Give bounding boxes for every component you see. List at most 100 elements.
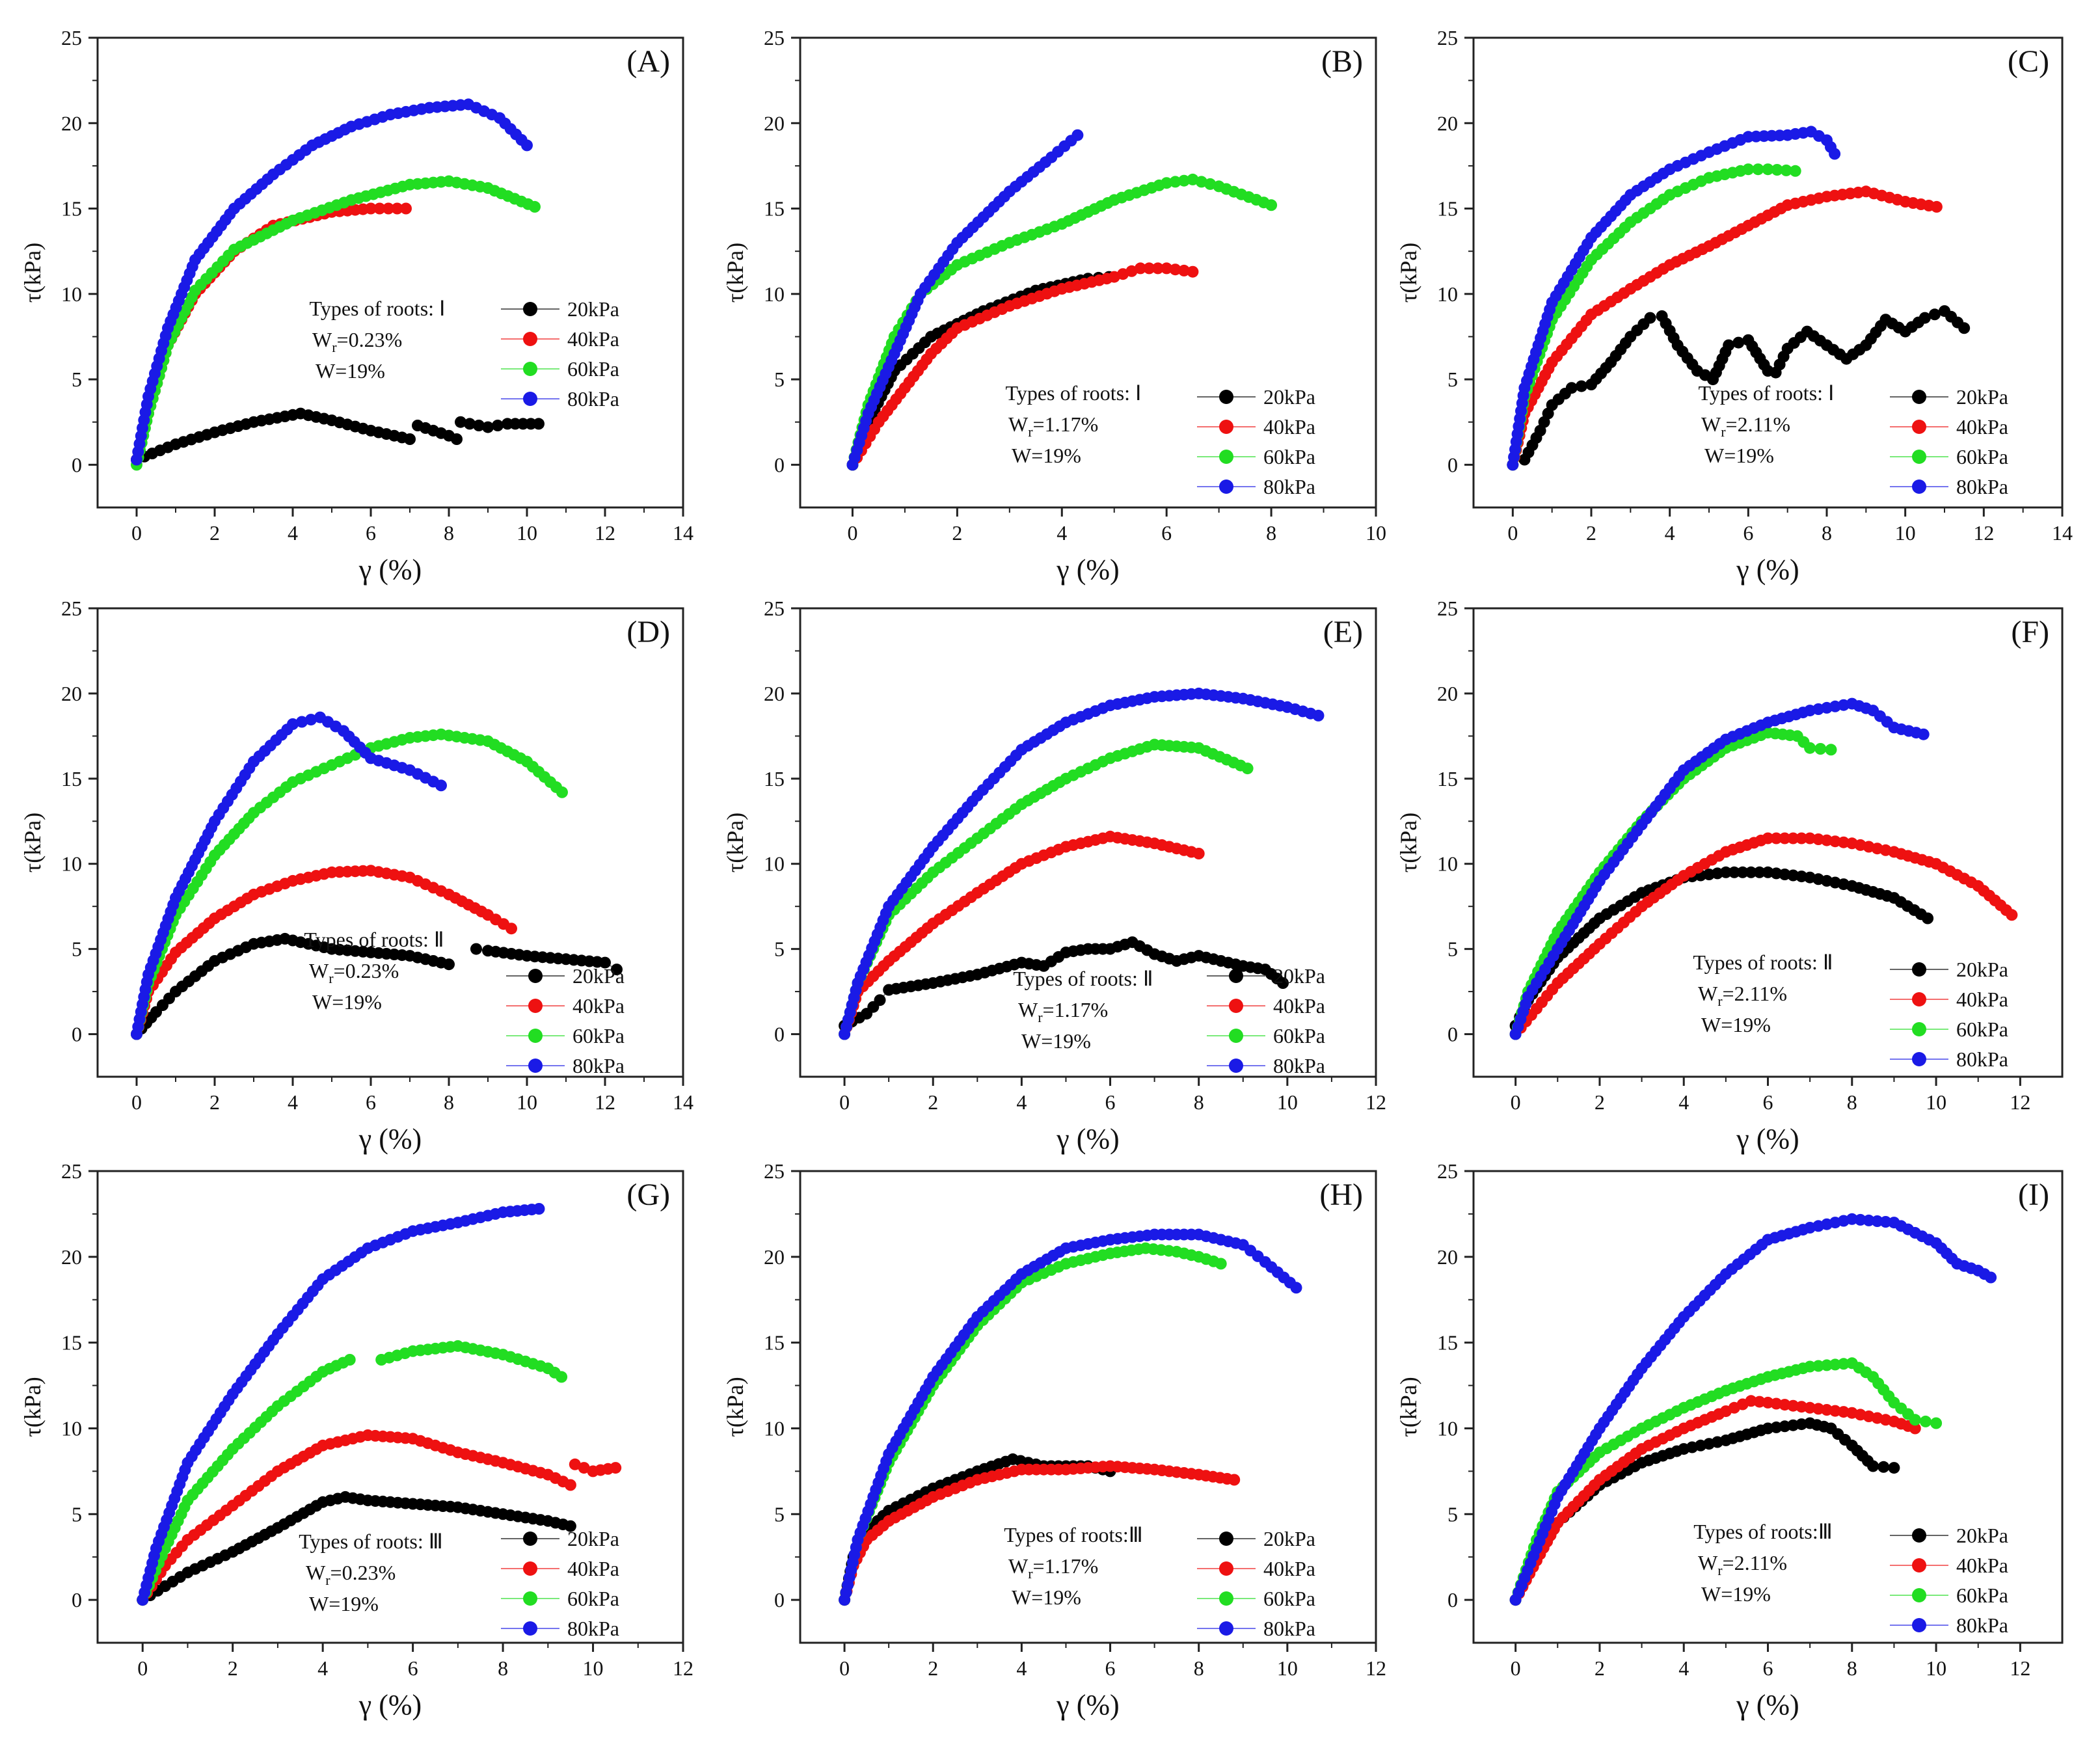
y-tick-label: 5	[1447, 1502, 1458, 1526]
y-tick-label: 5	[72, 1502, 82, 1526]
data-point	[1732, 336, 1745, 349]
data-point	[1723, 339, 1735, 351]
x-tick-label: 6	[408, 1656, 418, 1680]
legend-marker	[1912, 992, 1926, 1006]
annotation-water-content: W=19%	[1021, 1029, 1091, 1053]
x-tick-label: 12	[673, 1656, 693, 1680]
data-point	[505, 923, 517, 935]
x-tick-label: 6	[1161, 521, 1172, 545]
legend-label: 40kPa	[1263, 1557, 1315, 1580]
y-tick-label: 15	[1437, 1331, 1458, 1355]
legend-marker	[1912, 1052, 1926, 1066]
x-tick-label: 10	[1895, 521, 1916, 545]
annotation-water-content: W=19%	[312, 990, 382, 1014]
x-tick-label: 2	[1595, 1656, 1605, 1680]
data-point	[435, 779, 447, 792]
data-point	[1829, 148, 1841, 160]
y-tick-label: 15	[764, 197, 785, 221]
data-point	[1161, 262, 1173, 275]
y-tick-label: 15	[61, 767, 82, 790]
data-point	[1736, 866, 1749, 878]
data-point	[1192, 848, 1205, 859]
y-tick-label: 25	[61, 1159, 82, 1183]
x-axis-title: γ (%)	[1056, 554, 1119, 586]
y-tick-label: 25	[61, 597, 82, 620]
x-tick-label: 10	[583, 1656, 604, 1680]
annotation-root-type: Types of roots: Ⅱ	[304, 928, 444, 951]
series-80kPa	[846, 129, 1084, 471]
annotation-water-content: W=19%	[316, 359, 385, 383]
data-point	[578, 1462, 590, 1474]
y-tick-label: 25	[764, 1159, 785, 1183]
legend-marker	[523, 392, 537, 406]
data-point	[1922, 912, 1934, 924]
legend-label: 20kPa	[1956, 1524, 2008, 1547]
y-tick-label: 20	[61, 682, 82, 705]
legend-label: 80kPa	[567, 1617, 619, 1640]
y-tick-label: 25	[1437, 1159, 1458, 1183]
data-point	[1312, 709, 1325, 722]
y-axis-title: τ(kPa)	[722, 243, 748, 303]
data-point	[455, 416, 466, 428]
y-tick-label: 10	[1437, 282, 1458, 306]
x-tick-label: 10	[517, 521, 537, 545]
y-axis-title: τ(kPa)	[722, 1377, 748, 1437]
y-tick-label: 5	[72, 368, 82, 391]
data-point	[1917, 728, 1930, 740]
annotation-water-content: W=19%	[1704, 444, 1774, 467]
x-tick-label: 8	[1266, 521, 1276, 545]
legend-marker	[1229, 1059, 1243, 1073]
legend-label: 60kPa	[567, 1587, 619, 1610]
annotation-root-type: Types of roots: Ⅱ	[1693, 951, 1833, 974]
y-axis-title: τ(kPa)	[20, 243, 46, 303]
x-tick-label: 12	[1973, 521, 1994, 545]
data-point	[1178, 174, 1190, 187]
data-point	[1928, 308, 1941, 321]
plot-frame	[799, 1170, 1377, 1644]
legend-label: 60kPa	[1956, 1584, 2008, 1607]
y-tick-label: 10	[61, 852, 82, 876]
x-tick-label: 8	[498, 1656, 508, 1680]
x-tick-label: 12	[2010, 1090, 2030, 1114]
plot-frame	[799, 36, 1377, 509]
y-tick-label: 10	[764, 1416, 785, 1440]
data-point	[1985, 1271, 1997, 1284]
annotation-root-type: Types of roots: Ⅰ	[1699, 381, 1835, 405]
x-axis-title: γ (%)	[358, 1123, 422, 1155]
y-axis-title: τ(kPa)	[20, 1377, 46, 1437]
y-tick-label: 25	[764, 597, 785, 620]
y-tick-label: 10	[61, 282, 82, 306]
data-point	[529, 200, 541, 213]
panel-C: 0 2 4 6 8 10 12 14 0 5 10 15 20 25 γ (%) τ(kPa) (C) Types…	[1395, 26, 2073, 586]
y-tick-label: 20	[1437, 1245, 1458, 1269]
data-point	[1825, 744, 1837, 756]
x-tick-label: 12	[2010, 1656, 2030, 1680]
y-tick-label: 10	[764, 282, 785, 306]
panel-D: 0 2 4 6 8 10 12 14 0 5 10 15 20 25 γ (%) τ(kPa) (D) Types…	[20, 597, 693, 1155]
series-20kPa	[137, 1491, 576, 1606]
y-axis-title: τ(kPa)	[722, 813, 748, 872]
x-axis-title: γ (%)	[358, 1689, 422, 1721]
legend-label: 40kPa	[1956, 988, 2008, 1011]
x-tick-label: 8	[1194, 1656, 1204, 1680]
x-tick-label: 6	[1105, 1656, 1116, 1680]
x-tick-label: 0	[1511, 1656, 1521, 1680]
x-tick-label: 4	[1016, 1090, 1027, 1114]
y-tick-label: 20	[764, 1245, 785, 1269]
x-tick-label: 0	[1511, 1090, 1521, 1114]
data-point	[451, 433, 463, 445]
data-point	[599, 956, 611, 969]
legend-label: 60kPa	[1273, 1024, 1325, 1047]
y-tick-label: 5	[1447, 938, 1458, 961]
y-tick-label: 10	[1437, 852, 1458, 876]
legend-marker	[1912, 1618, 1926, 1632]
legend-label: 80kPa	[1956, 1613, 2008, 1637]
annotation-root-content: Wr=2.11%	[1701, 412, 1790, 440]
panel-label: (F)	[2011, 615, 2049, 649]
panel-label: (E)	[1323, 615, 1363, 649]
data-point	[373, 202, 386, 215]
legend-label: 40kPa	[1273, 994, 1325, 1018]
data-point	[1728, 866, 1740, 878]
annotation-root-type: Types of roots: Ⅱ	[1013, 967, 1153, 990]
data-point	[305, 714, 317, 726]
